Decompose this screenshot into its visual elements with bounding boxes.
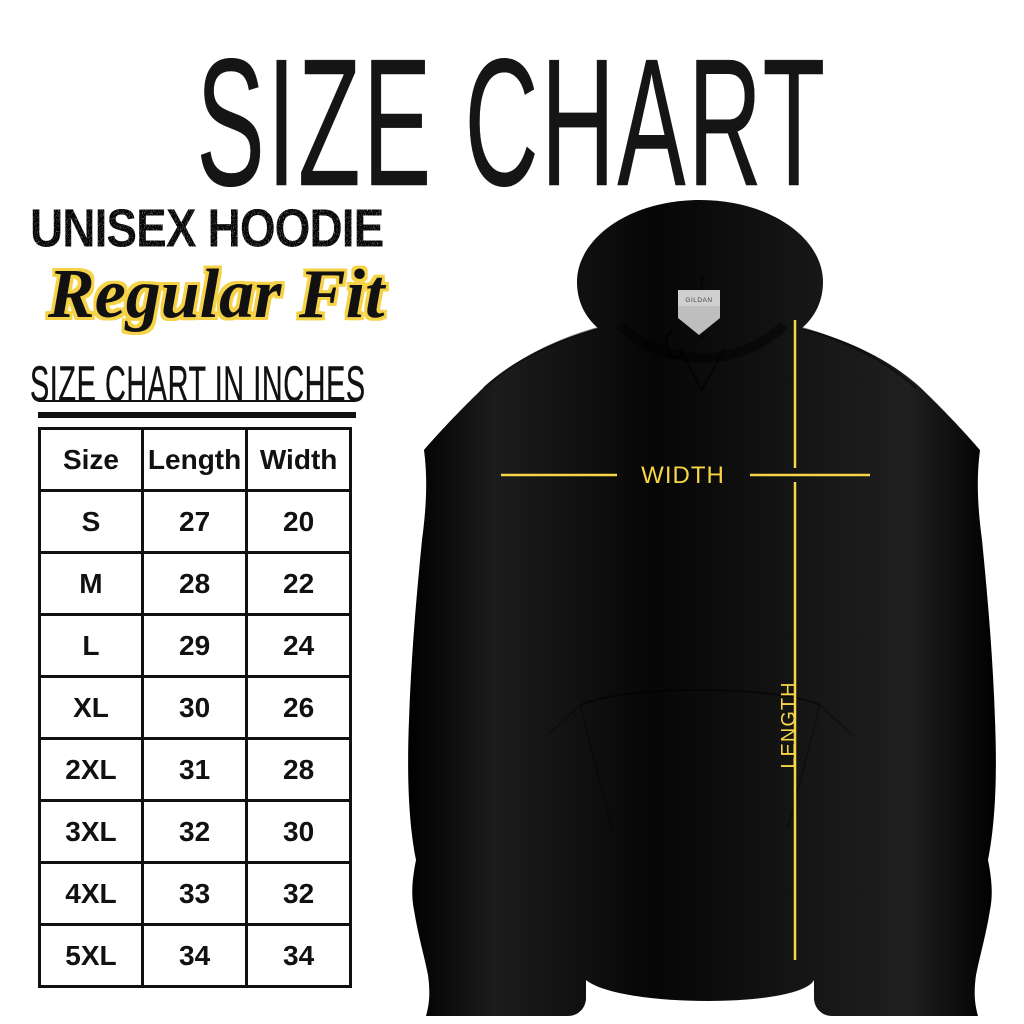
svg-text:WIDTH: WIDTH bbox=[641, 462, 725, 489]
svg-text:GILDAN: GILDAN bbox=[685, 297, 712, 304]
svg-text:SIZE CHART IN INCHES: SIZE CHART IN INCHES bbox=[30, 357, 366, 412]
svg-text:LENGTH: LENGTH bbox=[778, 681, 800, 768]
svg-text:UNISEX HOODIE: UNISEX HOODIE bbox=[30, 198, 383, 258]
